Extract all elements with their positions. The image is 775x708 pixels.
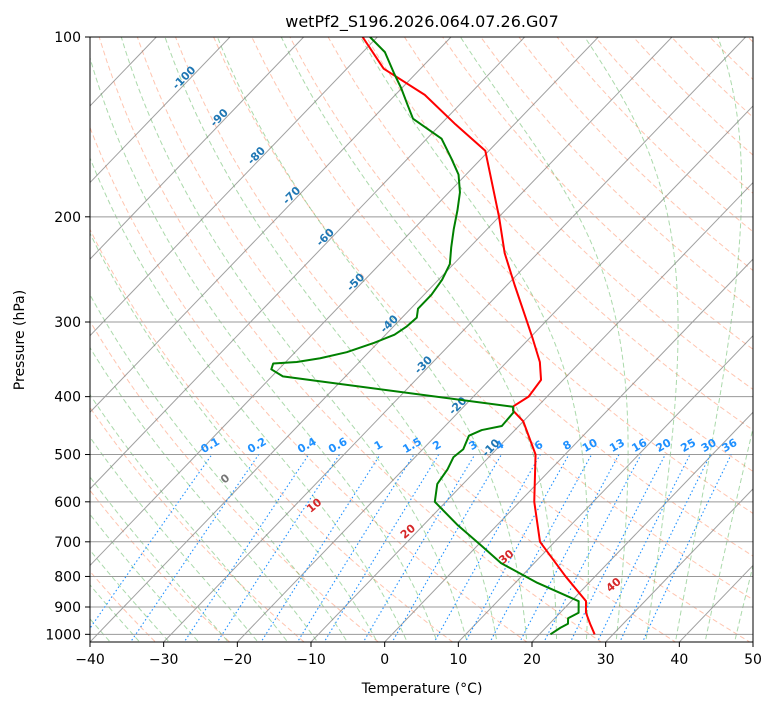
x-axis-label: Temperature (°C) <box>361 681 483 697</box>
mixing-ratio-line <box>619 454 711 642</box>
isobars <box>90 37 753 635</box>
chart-title: wetPf2_S196.2026.064.07.26.G07 <box>285 12 559 32</box>
moist-adiabat <box>734 563 753 642</box>
mixing-ratio-line <box>260 454 381 642</box>
y-tick-label: 100 <box>54 30 81 46</box>
moist-adiabat <box>164 37 498 642</box>
mixing-ratio-line <box>489 454 593 642</box>
moist-adiabat <box>460 37 629 642</box>
isotherm <box>90 37 231 184</box>
moist-adiabat <box>280 37 558 642</box>
moist-adiabat <box>90 232 378 642</box>
x-tick-label: 10 <box>449 652 467 668</box>
dry-adiabat <box>365 37 753 431</box>
y-axis-label: Pressure (hPa) <box>12 290 28 390</box>
moist-adiabat <box>90 346 319 642</box>
moist-adiabat <box>90 56 438 642</box>
moist-adiabat <box>584 37 679 642</box>
moist-adiabat <box>120 37 468 642</box>
dry-adiabat <box>136 37 677 642</box>
mixing-ratio-line <box>183 454 310 642</box>
isotherm <box>90 37 526 490</box>
y-tick-label: 600 <box>54 495 81 511</box>
plot-frame <box>89 36 754 643</box>
isotherm <box>162 37 747 642</box>
moist-adiabat <box>704 426 753 642</box>
isotherm <box>457 334 753 642</box>
moist-adiabat <box>90 584 141 642</box>
dry-adiabat <box>442 37 753 350</box>
moist-adiabat <box>90 513 200 642</box>
profile-series <box>270 37 596 636</box>
x-tick-label: 30 <box>597 652 615 668</box>
x-axis-ticks: −40 −30 −20 −10 0 10 20 30 40 50 <box>75 642 762 668</box>
y-tick-label: 400 <box>54 390 81 406</box>
moist-adiabat <box>674 37 743 642</box>
moist-adiabat <box>360 37 589 642</box>
y-tick-label: 1000 <box>45 627 81 643</box>
x-tick-label: 50 <box>744 652 762 668</box>
isotherm <box>90 37 305 260</box>
mixing-ratio-lines <box>90 454 732 642</box>
moist-adiabat <box>216 37 528 642</box>
mixing-ratio-line <box>129 454 260 642</box>
dry-adiabat <box>327 37 753 473</box>
dry-adiabat <box>213 37 753 601</box>
x-tick-label: 0 <box>380 652 389 668</box>
dry-adiabat <box>90 570 157 642</box>
moist-adiabat <box>90 549 170 642</box>
x-tick-label: 20 <box>523 652 541 668</box>
x-tick-label: 40 <box>670 652 688 668</box>
moist-adiabat <box>90 436 259 642</box>
dry-adiabat <box>251 37 753 557</box>
dry-adiabat <box>289 37 753 514</box>
mixing-ratio-line <box>362 454 476 642</box>
x-tick-label: −20 <box>223 652 253 668</box>
y-tick-label: 200 <box>54 210 81 226</box>
moist-adiabat <box>90 476 229 642</box>
x-tick-label: −40 <box>75 652 105 668</box>
x-tick-label: −30 <box>149 652 179 668</box>
isotherm <box>90 37 600 567</box>
mixing-ratio-line <box>90 454 213 630</box>
y-tick-label: 500 <box>54 448 81 464</box>
y-tick-label: 700 <box>54 535 81 551</box>
temperature-line <box>361 37 596 635</box>
isotherm <box>90 37 673 642</box>
y-tick-label: 800 <box>54 569 81 585</box>
dry-adiabat <box>90 320 380 642</box>
y-tick-label: 900 <box>54 600 81 616</box>
isotherm <box>531 411 753 642</box>
isotherm <box>310 181 753 642</box>
mixing-ratio-line <box>641 454 732 642</box>
mixing-ratio-line <box>296 454 415 642</box>
x-tick-label: −10 <box>296 652 326 668</box>
isotherm <box>604 488 753 642</box>
mixing-ratio-line <box>543 454 642 642</box>
mixing-ratio-line <box>216 454 341 642</box>
isotherm <box>90 37 452 413</box>
mixing-ratio-line <box>519 454 620 642</box>
y-axis-ticks: 100 200 300 400 500 600 700 800 900 1000 <box>45 30 90 643</box>
moist-adiabat <box>90 293 348 642</box>
y-tick-label: 300 <box>54 315 81 331</box>
dry-adiabat <box>98 37 603 642</box>
moist-adiabat <box>90 393 289 642</box>
dewpoint-line <box>270 37 580 636</box>
